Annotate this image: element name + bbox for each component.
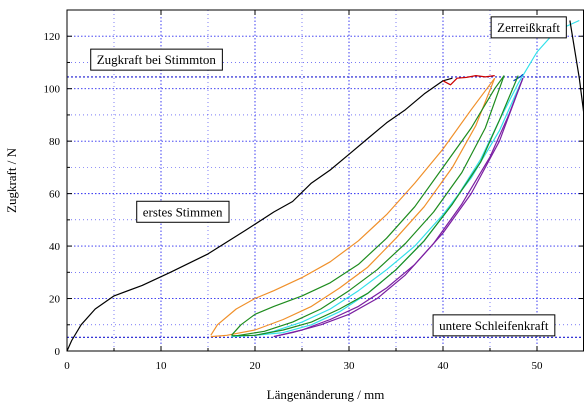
series-line-11: [273, 77, 524, 338]
series-line-9: [513, 73, 524, 82]
x-tick-label: 40: [438, 360, 450, 372]
series-group: [66, 19, 584, 352]
annotation-label: untere Schleifenkraft: [439, 318, 549, 333]
ticks: 0 10 20 30 40 50 0 20 40 60 80 100 120: [44, 10, 584, 372]
x-tick-label: 50: [532, 360, 544, 372]
annotation-frame: [136, 200, 230, 223]
x-tick-label: 20: [250, 360, 262, 372]
annotation-label: Zugkraft bei Stimmton: [97, 52, 217, 67]
y-tick-label: 60: [49, 189, 61, 201]
annotation-box: Zugkraft bei Stimmton: [90, 48, 223, 71]
annotation-frame: [432, 314, 556, 337]
annotation-frame: [490, 16, 567, 39]
y-tick-label: 120: [44, 31, 61, 43]
y-tick-label: 80: [49, 136, 61, 148]
y-tick-label: 20: [49, 294, 61, 306]
series-line-4: [210, 77, 496, 338]
annotation-box: erstes Stimmen: [136, 200, 230, 223]
y-tick-label: 100: [44, 84, 61, 96]
y-axis-title: Zugkraft / N: [4, 147, 19, 213]
x-tick-label: 10: [156, 360, 168, 372]
series-line-13: [569, 20, 584, 115]
series-line-3: [210, 77, 496, 336]
series-line-8: [254, 77, 524, 336]
x-tick-label: 0: [64, 360, 70, 372]
x-tick-label: 30: [344, 360, 356, 372]
annotation-box: Zerreißkraft: [490, 16, 567, 39]
annotation-box: untere Schleifenkraft: [432, 314, 556, 337]
x-axis-title: Längenänderung / mm: [267, 387, 385, 402]
series-line-7: [231, 19, 580, 338]
series-line-2: [442, 74, 495, 86]
series-line-12: [273, 77, 524, 338]
series-line-1: [66, 77, 453, 352]
series-line-10: [231, 75, 519, 337]
annotation-label: Zerreißkraft: [497, 20, 560, 35]
series-line-5: [231, 75, 505, 336]
series-line-6: [231, 75, 505, 337]
annotations: Zugkraft bei Stimmton erstes Stimmen Zerre…: [90, 16, 567, 337]
y-tick-label: 40: [49, 241, 61, 253]
annotation-label: erstes Stimmen: [143, 204, 223, 219]
annotation-frame: [90, 48, 223, 71]
y-tick-label: 0: [55, 346, 61, 358]
